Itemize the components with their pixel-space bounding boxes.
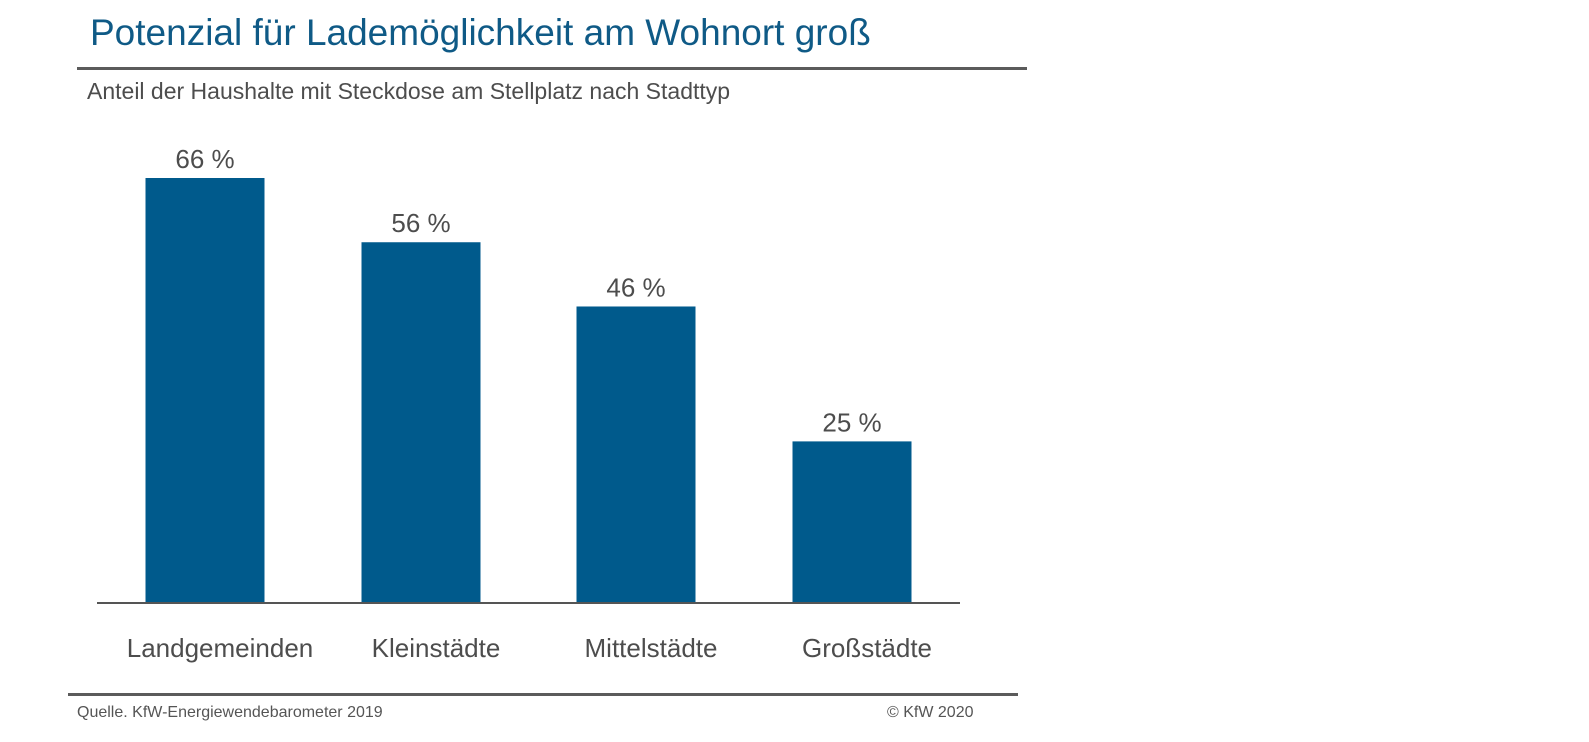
value-label-1: 56 % xyxy=(391,208,450,238)
value-label-0: 66 % xyxy=(175,144,234,174)
category-label-3: Großstädte xyxy=(802,633,932,663)
category-label-2: Mittelstädte xyxy=(585,633,718,663)
bars-group xyxy=(145,178,912,602)
value-label-3: 25 % xyxy=(822,407,881,437)
category-label-1: Kleinstädte xyxy=(372,633,501,663)
bar-0 xyxy=(145,178,265,602)
bar-2 xyxy=(576,306,696,602)
copyright-note: © KfW 2020 xyxy=(887,704,974,721)
category-label-0: Landgemeinden xyxy=(127,633,314,663)
title-divider xyxy=(77,67,1027,70)
value-label-2: 46 % xyxy=(606,272,665,302)
chart-subtitle: Anteil der Haushalte mit Steckdose am St… xyxy=(87,78,731,104)
category-labels-group: Landgemeinden Kleinstädte Mittelstädte Groß… xyxy=(127,633,932,663)
bar-1 xyxy=(361,242,481,602)
source-note: Quelle. KfW-Energiewendebarometer 2019 xyxy=(77,704,383,721)
value-labels-group: 66 % 56 % 46 % 25 % xyxy=(175,144,881,437)
bar-3 xyxy=(792,441,912,602)
footer-divider xyxy=(68,693,1018,696)
chart-title: Potenzial für Lademöglichkeit am Wohnort… xyxy=(90,12,871,53)
